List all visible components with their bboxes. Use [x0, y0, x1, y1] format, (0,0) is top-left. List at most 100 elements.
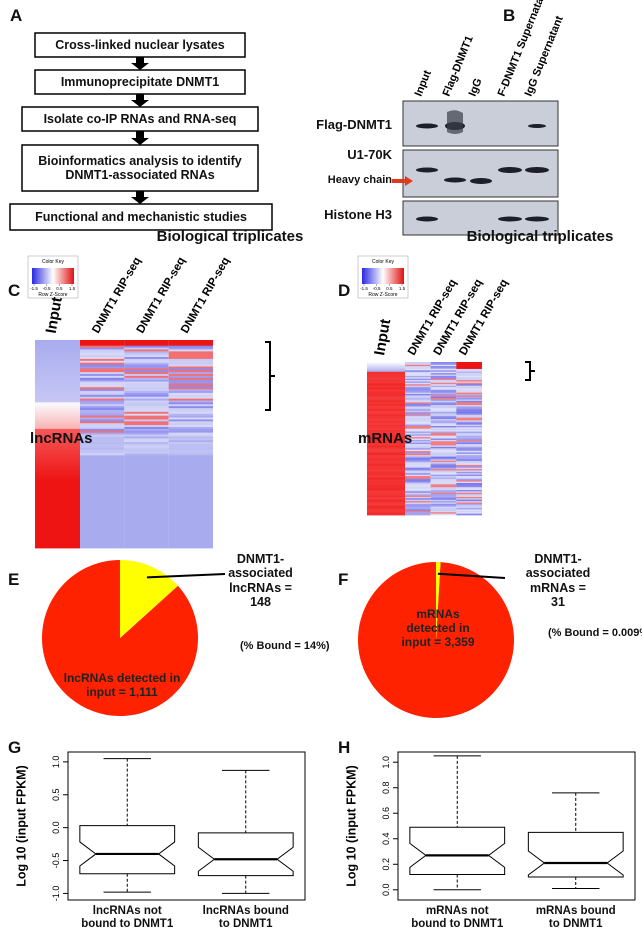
heatmap-row: [35, 466, 80, 469]
flow-arrow: [131, 191, 149, 204]
y-tick-label: -0.5: [51, 853, 61, 869]
heatmap-column: [168, 340, 213, 549]
heatmap-row: [80, 525, 125, 528]
heatmap-column: [124, 340, 169, 549]
heatmap-row: [430, 423, 457, 425]
heatmap-row: [35, 508, 80, 511]
heatmap-row: [430, 501, 457, 503]
slice-name: mRNAs detected in input =: [401, 607, 470, 649]
heatmap-row: [430, 367, 457, 370]
heatmap-row: [367, 377, 405, 380]
heatmap-row: [430, 364, 457, 367]
heatmap-row: [456, 371, 482, 374]
heatmap-row: [35, 447, 80, 451]
panel-label: E: [8, 570, 20, 589]
heatmap-row: [168, 355, 213, 358]
heatmap-bracket: [265, 341, 275, 411]
heatmap-column: [367, 362, 405, 516]
heatmap-row: [367, 456, 405, 459]
heatmap-row: [367, 427, 405, 430]
heatmap-row: [168, 444, 213, 447]
heatmap-row: [430, 474, 457, 477]
heatmap-row: [430, 385, 457, 388]
heatmap-row: [80, 485, 125, 488]
heatmap-row: [430, 449, 457, 452]
heatmap-row: [367, 402, 405, 405]
heatmap-row: [405, 430, 431, 432]
heatmap-row: [456, 391, 482, 393]
heatmap-row: [35, 340, 80, 343]
heatmap-row: [367, 417, 405, 420]
heatmap-row: [124, 479, 169, 483]
heatmap-row: [456, 467, 482, 470]
heatmap-row: [367, 396, 405, 399]
heatmap-column-label: DNMT1 RIP-seq: [135, 255, 188, 335]
heatmap-row: [456, 380, 482, 382]
heatmap-row: [80, 536, 125, 539]
heatmap-row: [35, 542, 80, 545]
heatmap-row: [456, 457, 482, 460]
heatmap-row: [124, 406, 169, 409]
heatmap-row: [35, 383, 80, 386]
heatmap-row: [168, 413, 213, 417]
heatmap-row: [80, 398, 125, 401]
slice-label: mRNAs detected in input = 3,359: [398, 607, 478, 649]
heatmap-row: [80, 434, 125, 437]
heatmap-row: [405, 399, 431, 402]
heatmap-row: [35, 402, 80, 405]
heatmap-row: [405, 366, 431, 368]
heatmap-row: [430, 451, 457, 453]
heatmap-row: [35, 408, 80, 411]
heatmap-row: [168, 457, 213, 460]
heatmap-row: [367, 437, 405, 439]
heatmap-row: [430, 380, 457, 382]
heatmap-row: [367, 453, 405, 456]
heatmap-row: [80, 406, 125, 409]
heatmap-row: [124, 374, 169, 377]
heatmap-row: [405, 403, 431, 406]
heatmap-row: [124, 500, 169, 504]
heatmap-row: [168, 500, 213, 504]
heatmap-bracket: [525, 361, 535, 381]
heatmap-row: [405, 417, 431, 420]
heatmap-row: [124, 481, 169, 485]
heatmap-column: [405, 362, 431, 516]
heatmap-row: [124, 523, 169, 526]
heatmap-row: [430, 462, 457, 464]
heatmap-row: [430, 446, 457, 449]
heatmap-row: [168, 430, 213, 434]
heatmap-row: [35, 391, 80, 394]
heatmap-row: [80, 442, 125, 445]
heatmap-row: [430, 405, 457, 407]
heatmap-row: [124, 428, 169, 432]
slice-value: 3,359: [444, 634, 475, 649]
heatmap-row: [35, 532, 80, 536]
x-tick-label: mRNAs not bound to DNMT1: [411, 905, 504, 931]
heatmap-row: [124, 496, 169, 500]
blot-panel: [402, 149, 559, 198]
heatmap-row: [80, 461, 125, 464]
heatmap-row: [405, 448, 431, 451]
heatmap-row: [35, 444, 80, 447]
heatmap-row: [367, 445, 405, 448]
heatmap-row: [456, 374, 482, 377]
heatmap-row: [367, 471, 405, 474]
heatmap-row: [80, 489, 125, 492]
heatmap-row: [430, 413, 457, 416]
heatmap-row: [430, 407, 457, 410]
blot-row-label: Histone H3: [324, 207, 392, 222]
heatmap-row: [35, 483, 80, 486]
heatmap-row: [80, 513, 125, 517]
heatmap-row: [80, 470, 125, 473]
heatmap-row: [124, 404, 169, 407]
heatmap-row: [367, 509, 405, 512]
heatmap-row: [168, 374, 213, 377]
heatmap-row: [124, 387, 169, 390]
heatmap-row: [168, 419, 213, 422]
heatmap-row: [80, 383, 125, 386]
heatmap-row: [168, 415, 213, 418]
heatmap-row: [367, 485, 405, 488]
heatmap-row: [168, 521, 213, 524]
heatmap-row: [456, 453, 482, 456]
heatmap-row: [405, 487, 431, 489]
